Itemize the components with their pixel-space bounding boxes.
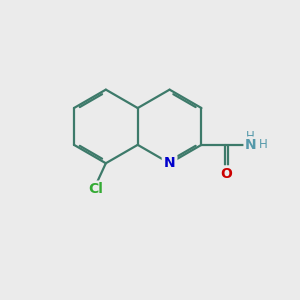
Text: H: H bbox=[259, 138, 267, 151]
Text: O: O bbox=[220, 167, 232, 181]
Text: N: N bbox=[245, 138, 256, 152]
Text: H: H bbox=[246, 130, 255, 143]
Text: N: N bbox=[164, 156, 176, 170]
Text: Cl: Cl bbox=[88, 182, 103, 196]
